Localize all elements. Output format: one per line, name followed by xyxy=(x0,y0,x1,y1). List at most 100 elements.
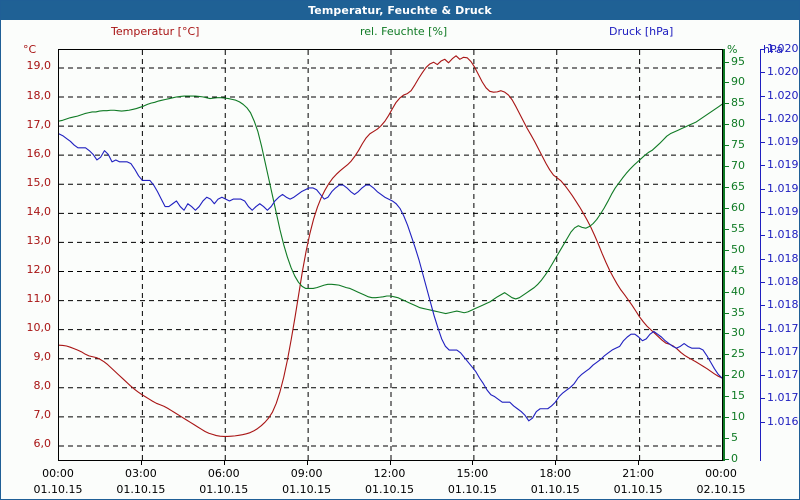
tick-time: 12:00 xyxy=(373,467,406,480)
axis-pressure-tick-mark xyxy=(761,235,765,237)
axis-humidity-tick-label: 0 xyxy=(731,452,738,465)
window-title-bar: Temperatur, Feuchte & Druck xyxy=(1,1,799,20)
axis-humidity-tick-label: 20 xyxy=(731,368,745,382)
axis-bottom-tick-mark xyxy=(472,461,474,465)
axis-bottom-tick-mark xyxy=(555,461,557,465)
axis-humidity-tick-mark xyxy=(725,417,729,419)
axis-humidity-tick-mark xyxy=(725,396,729,398)
axis-bottom-tick-label: 15:00 01.10.15 xyxy=(437,467,507,496)
axis-bottom-tick-label: 03:00 01.10.15 xyxy=(106,467,176,496)
axis-pressure-tick-label: 1.017 xyxy=(767,344,799,358)
axis-humidity-tick-mark xyxy=(725,103,729,105)
legend-humidity: rel. Feuchte [%] xyxy=(360,25,448,38)
axis-bottom-tick-label: 00:00 02.10.15 xyxy=(686,467,756,496)
tick-time: 00:00 xyxy=(42,467,74,480)
axis-humidity-tick-label: 60 xyxy=(731,200,745,214)
axis-bottom-tick-label: 00:00 01.10.15 xyxy=(23,467,93,496)
axis-pressure-tick-label: 1.019 xyxy=(767,135,799,149)
axis-pressure-tick-mark xyxy=(761,305,765,307)
axis-bottom-tick-label: 18:00 01.10.15 xyxy=(520,467,590,496)
axis-humidity-tick-mark xyxy=(725,124,729,126)
axis-pressure-tick-mark xyxy=(761,212,765,214)
axis-bottom-tick-mark xyxy=(223,461,225,465)
axis-bottom-tick-mark xyxy=(306,461,308,465)
axis-humidity-tick-mark xyxy=(725,375,729,377)
axis-pressure-tick-mark xyxy=(761,421,765,423)
axis-pressure-tick-mark xyxy=(761,258,765,260)
axis-humidity-tick-label: 65 xyxy=(731,180,745,194)
axis-humidity-tick-label: 5 xyxy=(731,431,738,445)
axis-humidity-tick-label: 15 xyxy=(731,389,745,403)
axis-pressure-tick-label: 1.016 xyxy=(767,414,799,428)
axis-bottom-tick-label: 12:00 01.10.15 xyxy=(355,467,425,496)
axis-humidity-tick-label: 40 xyxy=(731,284,745,298)
axis-humidity-tick-mark xyxy=(725,145,729,147)
axis-left-tick-label: 12,0 xyxy=(26,262,52,276)
axis-left-tick-label: 7,0 xyxy=(33,408,52,422)
tick-date: 01.10.15 xyxy=(447,483,497,496)
axis-humidity-tick-label: 50 xyxy=(731,242,745,256)
axis-left-tick-label: 16,0 xyxy=(26,146,52,160)
axis-bottom-tick-mark xyxy=(389,461,391,465)
axis-pressure-tick-label: 1.019 xyxy=(767,205,799,219)
axis-humidity-tick-mark xyxy=(725,354,729,356)
axis-pressure-tick-label: 1.017 xyxy=(767,368,799,382)
axis-humidity-tick-mark xyxy=(725,270,729,272)
axis-pressure-tick-label: 1.017 xyxy=(767,391,799,405)
axis-humidity-tick-mark xyxy=(725,291,729,293)
axis-pressure-tick-mark xyxy=(761,398,765,400)
axis-pressure-tick-mark xyxy=(761,375,765,377)
axis-unit-percent: % xyxy=(727,43,738,56)
axis-bottom-tick-label: 21:00 01.10.15 xyxy=(603,467,673,496)
axis-pressure-tick-mark xyxy=(761,281,765,283)
tick-time: 00:00 xyxy=(705,467,737,480)
axis-humidity-tick-mark xyxy=(725,61,729,63)
axis-pressure-tick-mark xyxy=(761,351,765,353)
axis-humidity-tick-label: 30 xyxy=(731,326,745,340)
axis-pressure-tick-mark xyxy=(761,118,765,120)
axis-pressure-tick-label: 1.020 xyxy=(767,65,799,79)
axis-pressure-tick-label: 1.018 xyxy=(767,298,799,312)
axis-pressure-tick-mark xyxy=(761,49,765,50)
axis-pressure-tick-mark xyxy=(761,328,765,330)
axis-left-tick-label: 19,0 xyxy=(26,59,52,73)
axis-humidity-tick-label: 70 xyxy=(731,159,745,173)
axis-humidity-tick-mark xyxy=(725,312,729,314)
tick-date: 01.10.15 xyxy=(33,483,83,496)
axis-pressure-tick-label: 1.020 xyxy=(767,88,799,102)
tick-time: 21:00 xyxy=(622,467,654,480)
tick-date: 01.10.15 xyxy=(282,483,332,496)
axis-humidity-tick-label: 45 xyxy=(731,263,745,277)
axis-humidity-tick-mark xyxy=(725,166,729,168)
axis-left-tick-label: 15,0 xyxy=(26,175,52,189)
legend-pressure: Druck [hPa] xyxy=(609,25,674,38)
axis-pressure-tick-mark xyxy=(761,142,765,144)
axis-left-tick-label: 17,0 xyxy=(26,117,52,131)
axis-unit-hpa: hPa xyxy=(763,43,783,56)
axis-humidity-tick-mark xyxy=(725,228,729,230)
axis-humidity-tick-mark xyxy=(725,333,729,335)
tick-date: 01.10.15 xyxy=(365,483,414,496)
axis-left-tick-label: 6,0 xyxy=(33,437,52,451)
axis-pressure-tick-label: 1.020 xyxy=(767,111,799,125)
axis-left-tick-label: 18,0 xyxy=(26,88,52,102)
axis-left-tick-label: 13,0 xyxy=(26,233,52,247)
axis-humidity-tick-mark xyxy=(725,187,729,189)
axis-pressure-tick-label: 1.017 xyxy=(767,321,799,335)
axis-humidity-tick-mark xyxy=(725,82,729,84)
tick-date: 02.10.15 xyxy=(696,483,746,496)
axis-left-tick-label: 14,0 xyxy=(26,204,52,218)
axis-pressure-tick-mark xyxy=(761,95,765,97)
axis-humidity-tick-mark xyxy=(725,249,729,251)
pressure-axis-spine xyxy=(760,49,761,461)
axis-left-tick-label: 9,0 xyxy=(33,350,52,364)
axis-humidity-tick-label: 80 xyxy=(731,117,745,131)
axis-bottom-tick-label: 09:00 01.10.15 xyxy=(272,467,342,496)
axis-left-tick-label: 11,0 xyxy=(26,292,52,306)
tick-time: 18:00 xyxy=(539,467,572,480)
axis-humidity-tick-label: 75 xyxy=(731,138,745,152)
axis-humidity-tick-mark xyxy=(725,438,729,440)
axis-pressure-tick-label: 1.019 xyxy=(767,158,799,172)
humidity-axis-spine xyxy=(723,49,725,461)
axis-humidity-tick-mark xyxy=(725,459,729,460)
